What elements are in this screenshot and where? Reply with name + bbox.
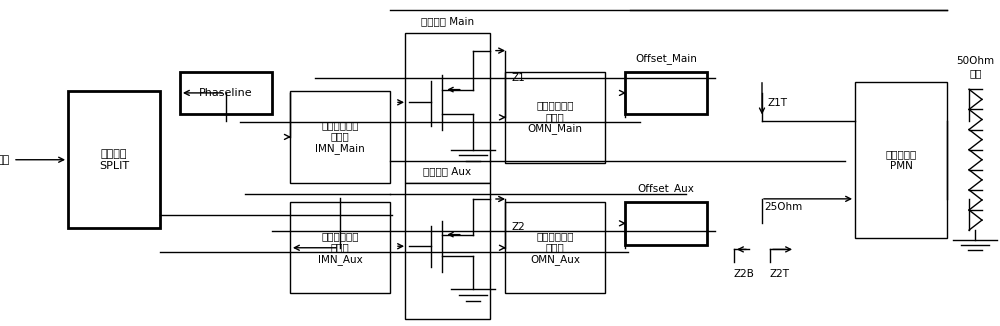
Text: Z1T: Z1T (768, 97, 788, 108)
Bar (405, 33, 490, 183)
Text: Z2B: Z2B (734, 269, 755, 279)
Text: Z2: Z2 (512, 222, 526, 232)
Text: 输入: 输入 (0, 155, 10, 165)
Text: 辅功放输出匹
配网络
OMN_Aux: 辅功放输出匹 配网络 OMN_Aux (530, 231, 580, 265)
Text: 25Ohm: 25Ohm (764, 202, 802, 212)
Bar (505, 202, 605, 293)
Text: 二分配器
SPLIT: 二分配器 SPLIT (99, 149, 129, 170)
Bar (290, 202, 390, 293)
Bar (625, 72, 707, 114)
Text: 后匹配网络
PMN: 后匹配网络 PMN (885, 149, 917, 170)
Bar (180, 72, 272, 114)
Text: Z1: Z1 (512, 73, 526, 83)
Text: Offset_Aux: Offset_Aux (638, 183, 694, 194)
Bar (855, 82, 947, 238)
Text: 辅功放管 Aux: 辅功放管 Aux (423, 166, 472, 176)
Bar (625, 202, 707, 244)
Text: Phaseline: Phaseline (199, 88, 253, 98)
Text: 辅功放输入匹
配网络
IMN_Aux: 辅功放输入匹 配网络 IMN_Aux (318, 231, 362, 265)
Bar (68, 91, 160, 228)
Text: 主功放管 Main: 主功放管 Main (421, 16, 474, 26)
Text: 主功放输出匹
配网络
OMN_Main: 主功放输出匹 配网络 OMN_Main (528, 100, 582, 134)
Bar (290, 91, 390, 183)
Text: Z2T: Z2T (770, 269, 790, 279)
Bar (505, 72, 605, 163)
Text: 50Ohm
负载: 50Ohm 负载 (956, 56, 995, 78)
Bar (405, 183, 490, 319)
Text: Offset_Main: Offset_Main (635, 53, 697, 64)
Text: 主功放输入匹
配网络
IMN_Main: 主功放输入匹 配网络 IMN_Main (315, 120, 365, 154)
